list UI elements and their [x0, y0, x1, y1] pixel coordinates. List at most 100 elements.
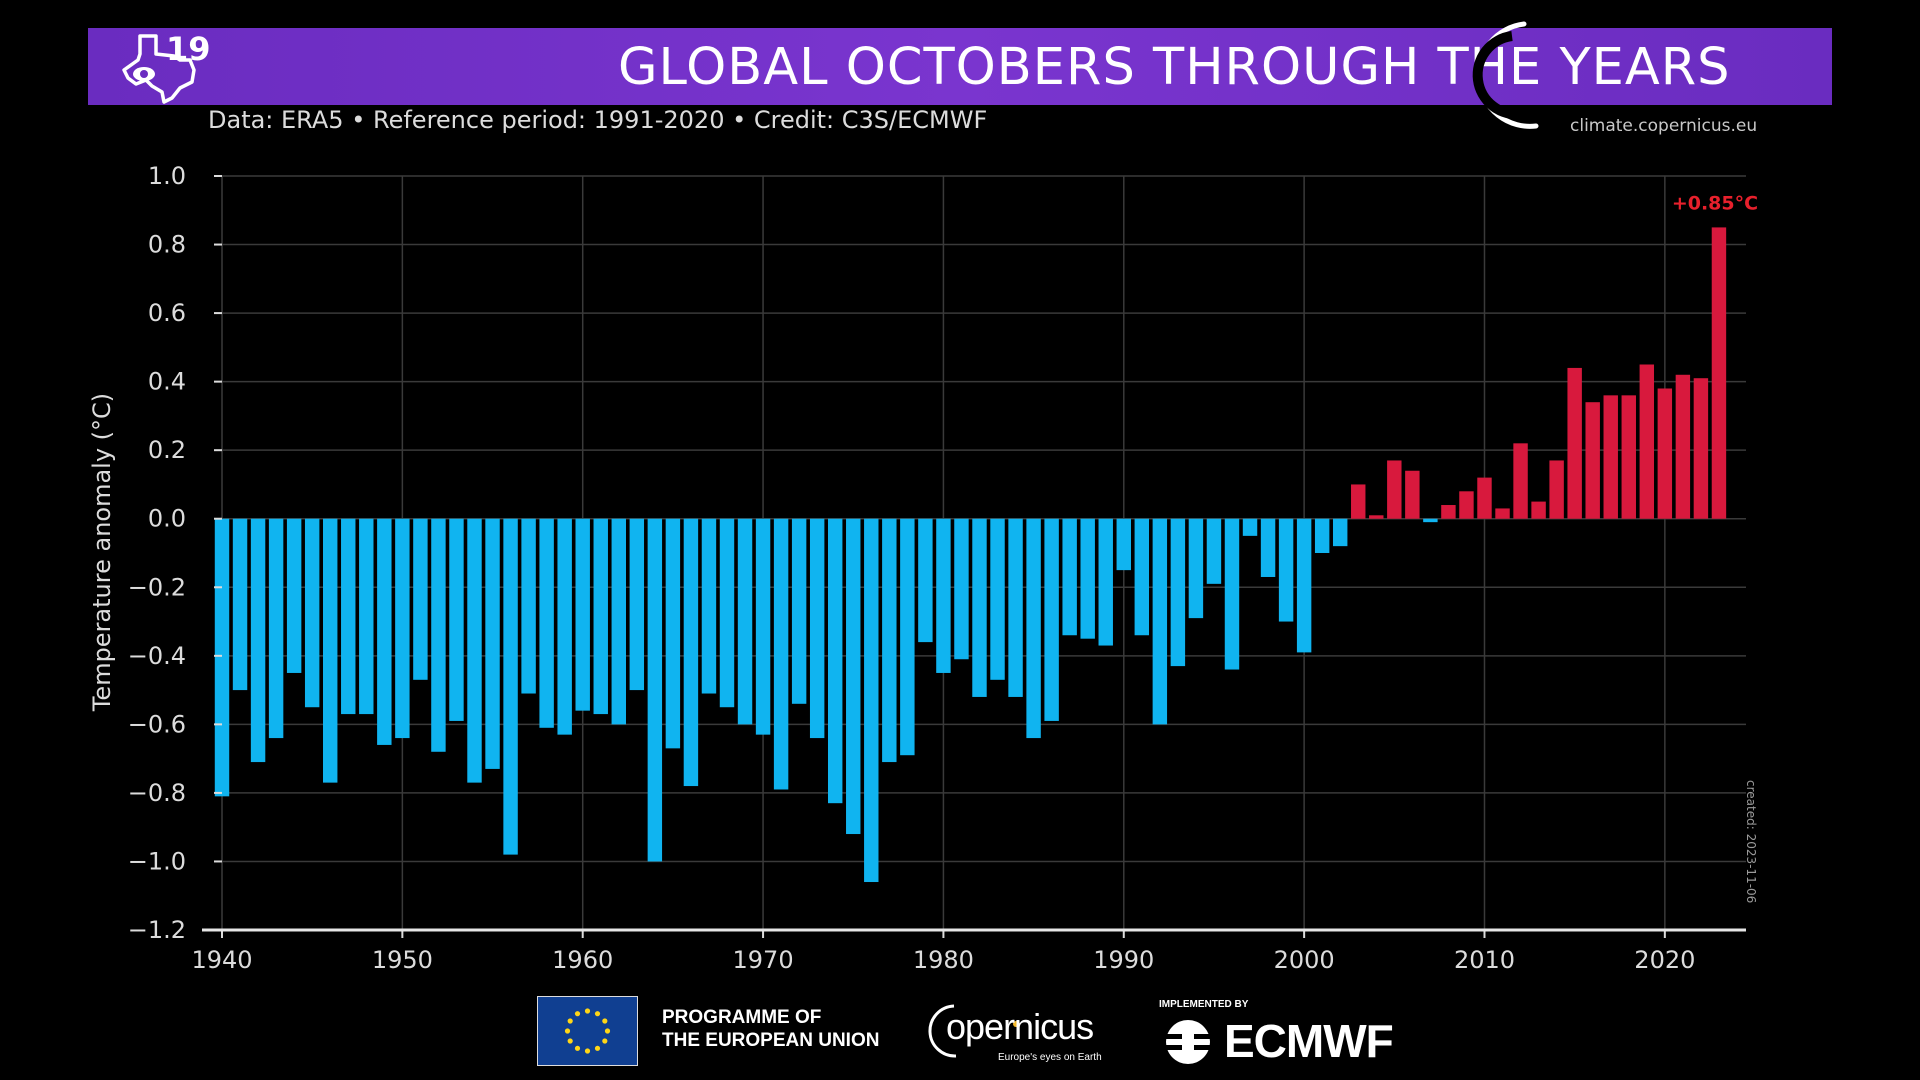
bar-1944	[286, 518, 302, 673]
bar-2002	[1332, 518, 1348, 547]
bar-1962	[611, 518, 626, 725]
website-url: climate.copernicus.eu	[1570, 116, 1758, 136]
bar-1964	[647, 518, 663, 862]
bar-1996	[1224, 518, 1240, 670]
bar-1974	[827, 518, 843, 804]
eu-star-icon	[567, 1018, 573, 1024]
y-axis-label: Temperature anomaly (°C)	[88, 393, 116, 712]
bar-1982	[972, 518, 987, 697]
eu-flag-icon	[537, 996, 638, 1066]
bar-2000	[1296, 518, 1312, 653]
bar-1945	[304, 518, 320, 708]
bar-2012	[1513, 443, 1528, 519]
eu-programme-text: PROGRAMME OF THE EUROPEAN UNION	[662, 1006, 879, 1052]
bar-2016	[1585, 402, 1600, 519]
bar-1963	[629, 518, 645, 691]
bar-2018	[1621, 395, 1636, 519]
bar-1950	[395, 518, 410, 739]
bar-1966	[683, 518, 699, 787]
bar-1992	[1152, 518, 1168, 725]
x-tick-label: 1980	[913, 946, 974, 974]
bar-1957	[521, 518, 536, 694]
eu-star-icon	[584, 1008, 591, 1014]
copernicus-wordmark: opernicus	[946, 1006, 1094, 1047]
bar-1990	[1116, 518, 1131, 571]
bar-2020	[1657, 388, 1673, 519]
bar-1981	[954, 518, 969, 660]
bar-1984	[1008, 518, 1023, 697]
y-tick-label: −0.2	[128, 573, 186, 601]
x-tick-label: 1990	[1093, 946, 1154, 974]
bar-2013	[1531, 501, 1546, 519]
bar-1988	[1080, 518, 1095, 639]
bar-2011	[1495, 508, 1510, 519]
bar-1947	[341, 518, 356, 715]
bar-1946	[322, 518, 338, 783]
bar-2006	[1405, 470, 1420, 519]
station-logo-number: 19	[166, 30, 211, 68]
bar-2009	[1459, 491, 1474, 519]
bar-2021	[1675, 374, 1691, 519]
bar-1969	[737, 518, 753, 725]
bar-1959	[557, 518, 572, 735]
bar-1997	[1242, 518, 1258, 536]
y-tick-label: −0.4	[128, 642, 186, 670]
ecmwf-wordmark: ECMWF	[1224, 1015, 1394, 1067]
bar-1978	[900, 518, 915, 756]
copernicus-ring-icon	[1472, 21, 1539, 129]
bar-1995	[1206, 518, 1222, 584]
bar-2004	[1369, 515, 1384, 519]
y-tick-label: 0.4	[148, 368, 186, 396]
station-logo-icon: 19	[122, 30, 211, 104]
bar-1943	[268, 518, 284, 739]
bar-1970	[755, 518, 771, 735]
bar-1967	[701, 518, 717, 694]
x-tick-label: 1940	[191, 946, 252, 974]
y-tick-label: −0.8	[128, 779, 186, 807]
y-tick-label: −1.2	[128, 916, 186, 944]
bar-1952	[431, 518, 446, 752]
bar-1994	[1188, 518, 1204, 619]
x-tick-label: 1970	[733, 946, 794, 974]
footer: PROGRAMME OF THE EUROPEAN UNION opernicu…	[0, 990, 1920, 1070]
x-tick-label: 1960	[552, 946, 613, 974]
bar-2010	[1477, 477, 1492, 519]
ecmwf-logo-icon	[1166, 1020, 1210, 1064]
eu-star-icon	[604, 1028, 611, 1034]
x-tick-label: 1950	[372, 946, 433, 974]
eu-star-icon	[602, 1018, 608, 1024]
bar-2008	[1441, 505, 1456, 519]
x-tick-label: 2020	[1634, 946, 1695, 974]
eu-star-icon	[594, 1011, 601, 1017]
bar-1977	[882, 518, 897, 763]
bar-2019	[1639, 364, 1655, 519]
bar-1993	[1170, 518, 1186, 667]
y-tick-label: 0.8	[148, 231, 186, 259]
bar-1987	[1062, 518, 1077, 636]
bars-layer	[214, 227, 1727, 883]
bar-1999	[1278, 518, 1294, 622]
x-tick-label: 2000	[1274, 946, 1335, 974]
bar-1956	[503, 518, 518, 855]
axes-layer: 1.0 0.8 0.6 0.4 0.2 0.0 −0.2 −0.4 −0.6 −0.8 −1.0 −1…	[128, 162, 1746, 974]
eu-star-icon	[602, 1038, 608, 1044]
title-banner: GLOBAL OCTOBERS THROUGH THE YEARS	[88, 28, 1832, 105]
chart-subtitle: Data: ERA5 • Reference period: 1991-2020…	[208, 106, 988, 134]
bar-1960	[575, 518, 590, 711]
bar-1961	[593, 518, 608, 715]
y-tick-label: 0.2	[148, 436, 186, 464]
bar-1949	[377, 518, 392, 745]
bar-2017	[1603, 395, 1618, 519]
bar-2014	[1549, 460, 1564, 519]
eu-text-line1: PROGRAMME OF	[662, 1007, 822, 1028]
y-tick-label: −1.0	[128, 847, 186, 875]
bar-1972	[791, 518, 807, 704]
y-tick-label: 0.6	[148, 299, 186, 327]
eu-star-icon	[594, 1045, 601, 1051]
bar-1971	[773, 518, 789, 790]
bar-1989	[1098, 518, 1113, 646]
created-date: created: 2023-11-06	[1744, 780, 1758, 904]
bar-1973	[809, 518, 825, 739]
bar-1941	[232, 518, 248, 691]
bar-2001	[1314, 518, 1330, 553]
